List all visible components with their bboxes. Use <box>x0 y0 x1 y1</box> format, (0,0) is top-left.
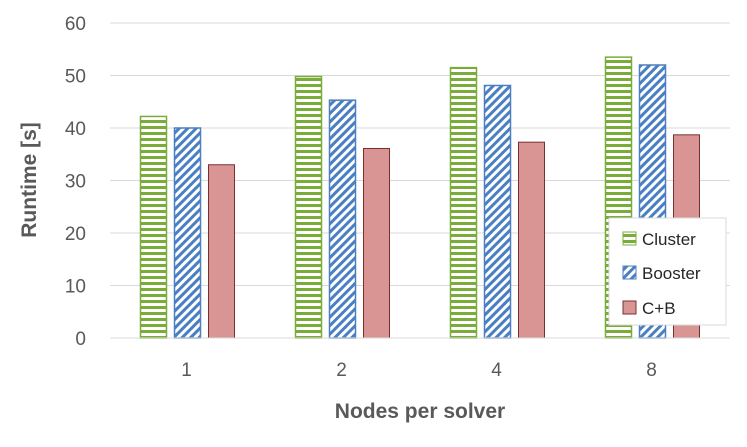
x-axis-ticks: 1 2 4 8 <box>181 360 657 381</box>
bar-booster-4 <box>483 84 512 339</box>
bar-cluster-1 <box>139 115 168 339</box>
legend-label: Cluster <box>642 230 696 249</box>
x-tick-label: 2 <box>336 360 347 381</box>
bar-booster-1 <box>173 127 202 339</box>
legend-swatch-booster <box>622 265 637 280</box>
y-axis-ticks: 0 10 20 30 40 50 60 <box>65 14 86 350</box>
legend-swatch-cluster <box>622 231 637 246</box>
y-tick-label: 60 <box>65 14 86 35</box>
x-tick-label: 8 <box>646 360 657 381</box>
y-tick-label: 10 <box>65 277 86 298</box>
y-tick-label: 20 <box>65 224 86 245</box>
bar-c-b-2 <box>363 147 390 339</box>
legend-label: C+B <box>642 299 676 318</box>
bar-cluster-2 <box>294 75 323 339</box>
x-axis-title: Nodes per solver <box>335 400 505 423</box>
x-tick-label: 1 <box>181 360 192 381</box>
x-tick-label: 4 <box>491 360 502 381</box>
y-tick-label: 40 <box>65 119 86 140</box>
bar-c-b-4 <box>518 141 545 339</box>
bar-cluster-4 <box>449 66 478 339</box>
legend-swatch-c-b <box>622 300 637 315</box>
y-tick-label: 30 <box>65 172 86 193</box>
y-axis-title: Runtime [s] <box>18 122 41 238</box>
bar-c-b-1 <box>208 164 235 339</box>
legend-label: Booster <box>642 264 701 283</box>
y-tick-label: 0 <box>75 329 86 350</box>
legend: Cluster Booster C+B <box>608 217 727 326</box>
bar-booster-2 <box>328 99 357 339</box>
y-tick-label: 50 <box>65 67 86 88</box>
